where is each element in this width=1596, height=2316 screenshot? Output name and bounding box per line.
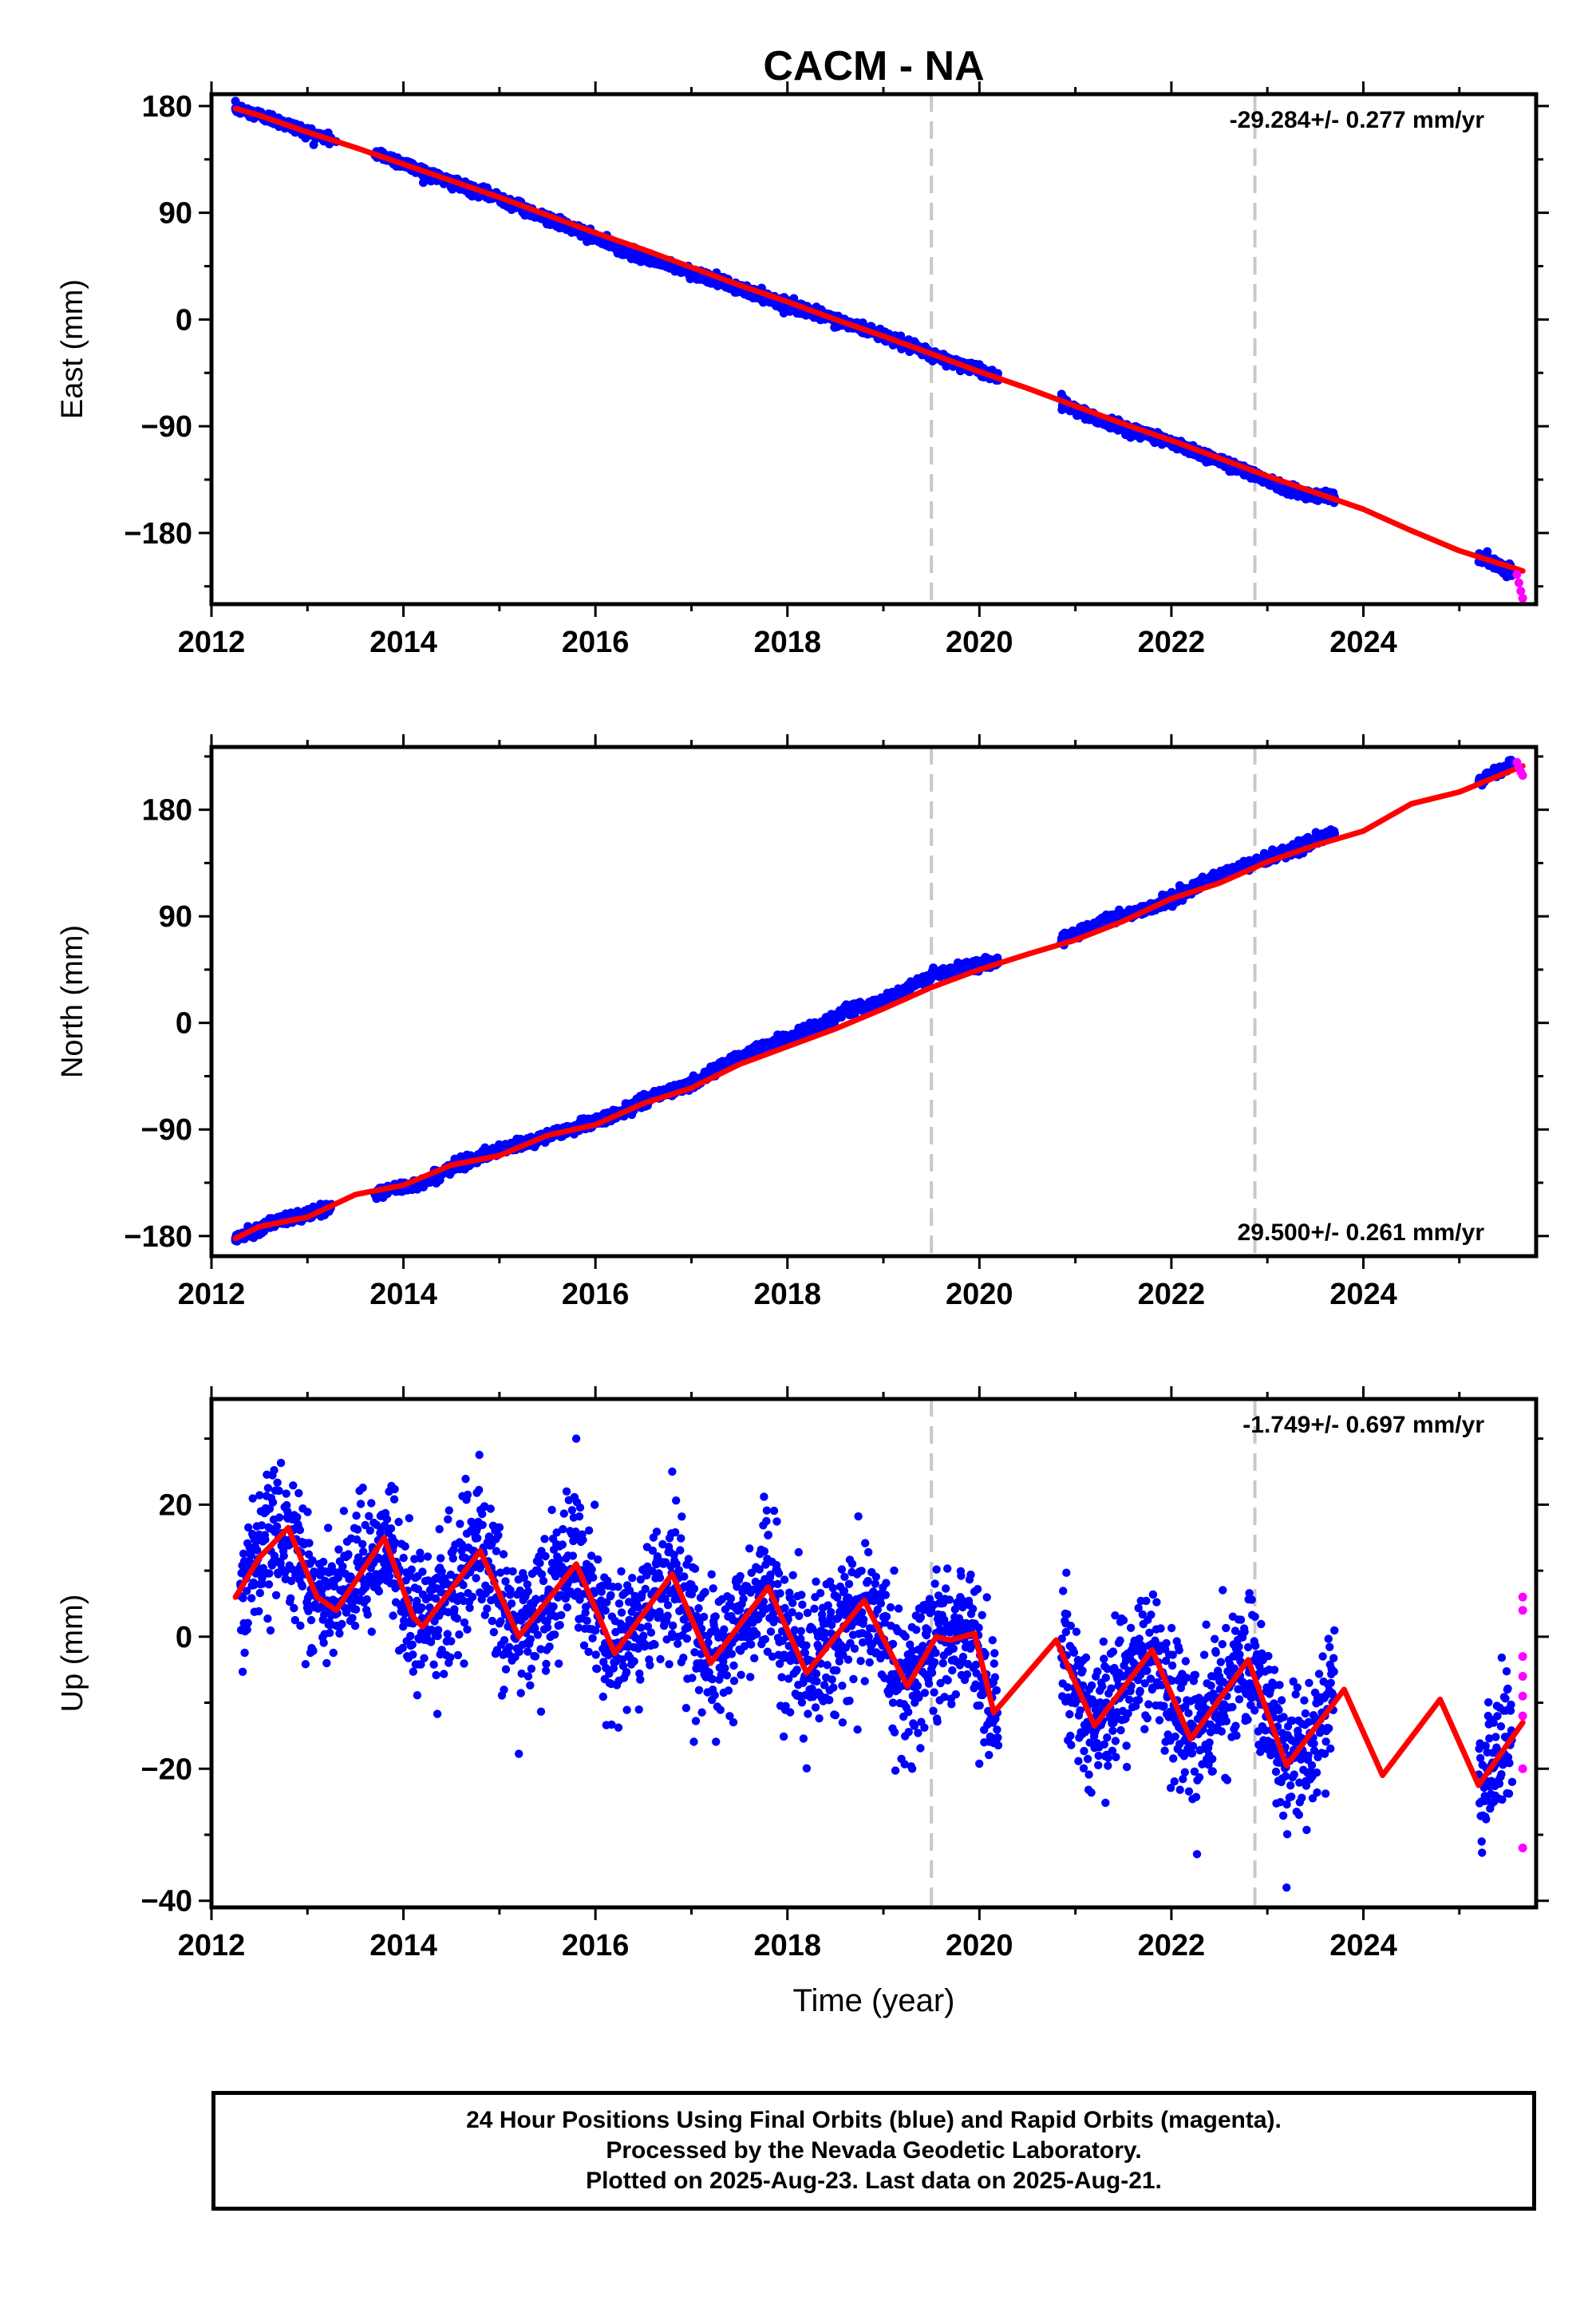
x-tick-label: 2014: [369, 626, 437, 659]
rapid-orbit-point: [1518, 594, 1527, 603]
rapid-orbit-point: [1514, 578, 1523, 587]
final-orbit-point: [419, 178, 428, 188]
x-tick-label: 2016: [562, 626, 630, 659]
y-tick-label: −90: [141, 410, 192, 444]
east-panel: 2012 2014 2016 2018 2020 2022 2024 180 90 0 −90 −18…: [56, 81, 1549, 659]
rapid-orbit-point: [1512, 570, 1522, 579]
figure-title: CACM - NA: [763, 43, 984, 89]
x-tick-label: 2020: [946, 626, 1013, 659]
rapid-orbit-point: [1516, 587, 1526, 596]
model-fit-line: [232, 105, 1526, 574]
plot-frame: [209, 92, 1539, 607]
plot-area: [231, 97, 1527, 603]
final-orbit-point: [610, 241, 619, 251]
velocity-rate-label: -29.284+/- 0.277 mm/yr: [1230, 107, 1485, 133]
north-panel: 2012 2014 2016 2018 2020 2022 2024180900−90−18…: [56, 734, 1549, 1311]
y-tick-label: −180: [124, 517, 192, 551]
y-tick-label: 0: [176, 303, 192, 337]
x-tick-label: 2012: [178, 626, 246, 659]
final-orbit-point: [648, 255, 658, 265]
x-tick-label: 2018: [753, 626, 821, 659]
x-tick-label: 2024: [1329, 626, 1397, 659]
y-axis-label: East (mm): [56, 279, 89, 419]
plot-area: [231, 755, 1527, 1246]
y-tick-label: 90: [159, 197, 192, 231]
x-tick-label: 2022: [1138, 626, 1206, 659]
y-tick-label: 180: [142, 90, 192, 124]
